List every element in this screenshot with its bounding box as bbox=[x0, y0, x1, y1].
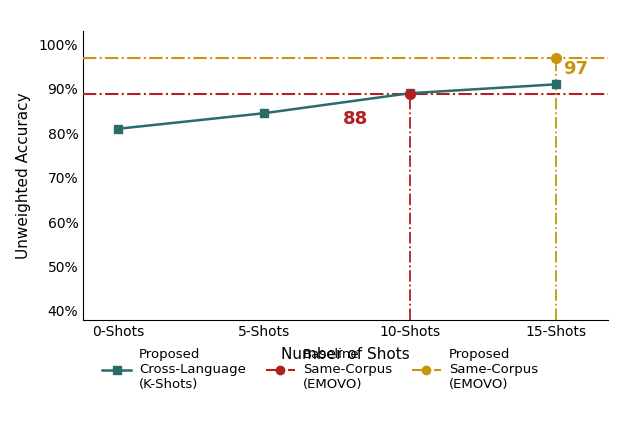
Text: 97: 97 bbox=[563, 60, 588, 78]
X-axis label: Number of Shots: Number of Shots bbox=[281, 347, 410, 362]
Legend: Proposed
Cross-Language
(K-Shots), Baseline
Same-Corpus
(EMOVO), Proposed
Same-C: Proposed Cross-Language (K-Shots), Basel… bbox=[102, 349, 538, 392]
Y-axis label: Unweighted Accuracy: Unweighted Accuracy bbox=[15, 92, 31, 259]
Text: 88: 88 bbox=[342, 110, 368, 128]
